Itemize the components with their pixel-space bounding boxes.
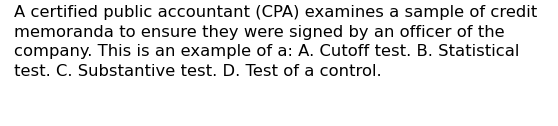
Text: A certified public accountant (CPA) examines a sample of credit
memoranda to ens: A certified public accountant (CPA) exam… xyxy=(14,5,537,79)
